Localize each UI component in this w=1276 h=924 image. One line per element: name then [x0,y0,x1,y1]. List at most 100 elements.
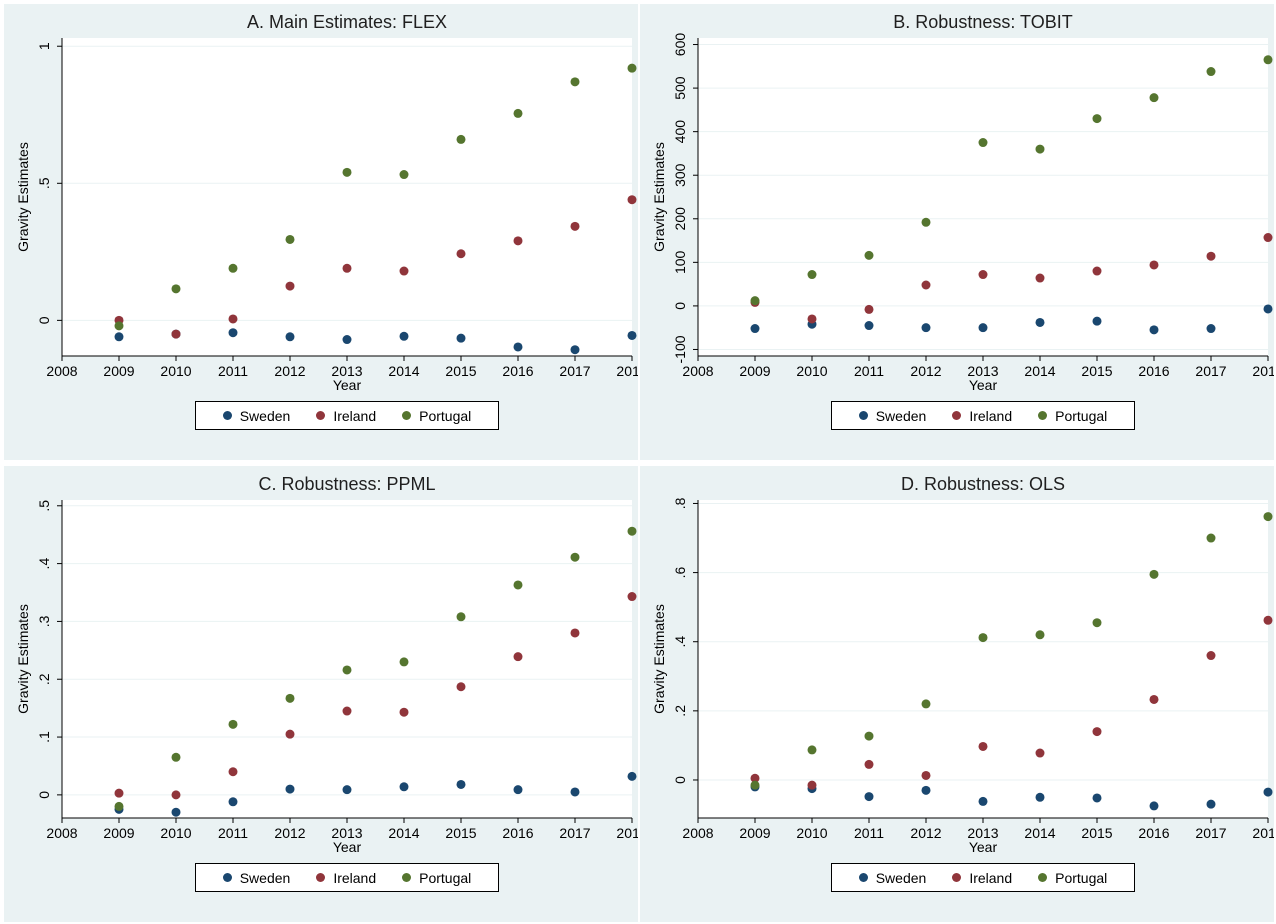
legend-marker [402,411,412,420]
data-point-sweden [1206,799,1216,809]
x-tick-label: 2016 [502,825,533,841]
y-tick-label: .5 [36,177,52,189]
data-point-sweden [342,785,352,795]
data-point-ireland [1206,251,1216,261]
x-tick-label: 2013 [967,825,998,841]
y-tick-label: 600 [672,33,688,57]
data-point-portugal [1092,618,1102,628]
x-tick-label: 2010 [160,825,191,841]
data-point-portugal [627,526,637,536]
data-point-sweden [342,335,352,345]
y-tick-label: 0 [36,791,52,799]
chart-svg: 0 .1 .2 .3 .4 .5 2008 2009 2010 2011 2012 2013 2014 2… [15,474,638,855]
x-tick-label: 2017 [1195,825,1226,841]
data-point-sweden [921,785,931,795]
data-point-portugal [513,580,523,590]
legend-item: Sweden [222,870,290,886]
data-point-ireland [807,780,817,790]
data-point-sweden [627,771,637,781]
chart-panel: 0 .5 1 2008 2009 2010 2011 2012 2013 2014 2015 2016… [4,4,638,460]
data-point-portugal [1149,93,1159,103]
chart-panel: -100 0 100 200 300 400 500 600 2008 2009 2010 2011 2… [640,4,1274,460]
data-point-ireland [342,706,352,716]
data-point-portugal [399,657,409,667]
chart-legend: Sweden Ireland Portugal [831,401,1135,430]
data-point-portugal [1263,512,1273,522]
data-point-portugal [285,234,295,244]
data-point-sweden [456,333,466,343]
chart-title: B. Robustness: TOBIT [893,12,1072,32]
x-tick-label: 2018 [1252,363,1274,379]
data-point-sweden [285,332,295,342]
x-tick-label: 2015 [1081,363,1112,379]
data-point-ireland [114,788,124,798]
legend-item: Ireland [316,870,376,886]
y-tick-label: .6 [672,567,688,579]
data-point-portugal [171,752,181,762]
y-axis-label: Gravity Estimates [651,604,667,714]
data-point-ireland [1092,727,1102,737]
data-point-ireland [1035,748,1045,758]
legend-label: Ireland [333,869,377,886]
x-axis-label: Year [969,839,998,855]
y-tick-label: 400 [672,120,688,144]
legend-marker [222,411,232,420]
y-tick-label: 500 [672,76,688,100]
data-point-ireland [513,652,523,662]
data-point-ireland [342,263,352,273]
legend-marker [316,411,326,420]
x-tick-label: 2013 [967,363,998,379]
plot-area [62,500,632,818]
legend-label: Ireland [969,407,1013,424]
legend-item: Ireland [952,408,1012,424]
x-tick-label: 2009 [739,363,770,379]
x-tick-label: 2008 [46,825,77,841]
data-point-portugal [1206,533,1216,543]
data-point-portugal [978,633,988,643]
data-point-ireland [513,236,523,246]
data-point-ireland [399,707,409,717]
x-tick-label: 2017 [559,825,590,841]
data-point-portugal [750,296,760,306]
legend-item: Sweden [222,407,291,424]
data-point-portugal [513,108,523,118]
data-point-portugal [342,665,352,675]
data-point-ireland [1263,615,1273,625]
data-point-sweden [1149,801,1159,811]
data-point-ireland [807,314,817,324]
data-point-portugal [171,284,181,294]
x-tick-label: 2014 [388,363,419,379]
data-point-ireland [570,628,580,638]
data-point-sweden [864,792,874,802]
x-tick-label: 2012 [274,825,305,841]
data-point-ireland [750,773,760,783]
plot-area [698,38,1268,356]
x-tick-label: 2010 [160,363,191,379]
legend-marker [952,873,962,882]
data-point-ireland [1263,233,1273,243]
data-point-sweden [978,323,988,333]
chart-legend: Sweden Ireland Portugal [195,401,499,430]
chart-svg: -100 0 100 200 300 400 500 600 2008 2009 2010 2011 2… [651,12,1274,393]
data-point-ireland [171,329,181,339]
data-point-portugal [1092,114,1102,124]
data-point-portugal [228,719,238,729]
data-point-ireland [456,249,466,259]
legend-label: Sweden [239,407,291,424]
y-tick-label: 200 [672,207,688,231]
x-tick-label: 2008 [46,363,77,379]
data-point-sweden [978,796,988,806]
y-tick-label: 100 [672,250,688,274]
x-tick-label: 2008 [682,363,713,379]
data-point-sweden [456,779,466,789]
data-point-portugal [114,801,124,811]
x-tick-label: 2014 [1024,825,1055,841]
legend-item: Sweden [858,870,926,886]
data-point-portugal [864,731,874,741]
data-point-ireland [627,592,637,602]
data-point-sweden [750,324,760,334]
data-point-portugal [1149,569,1159,579]
data-point-sweden [171,807,181,817]
legend-label: Ireland [969,869,1013,886]
